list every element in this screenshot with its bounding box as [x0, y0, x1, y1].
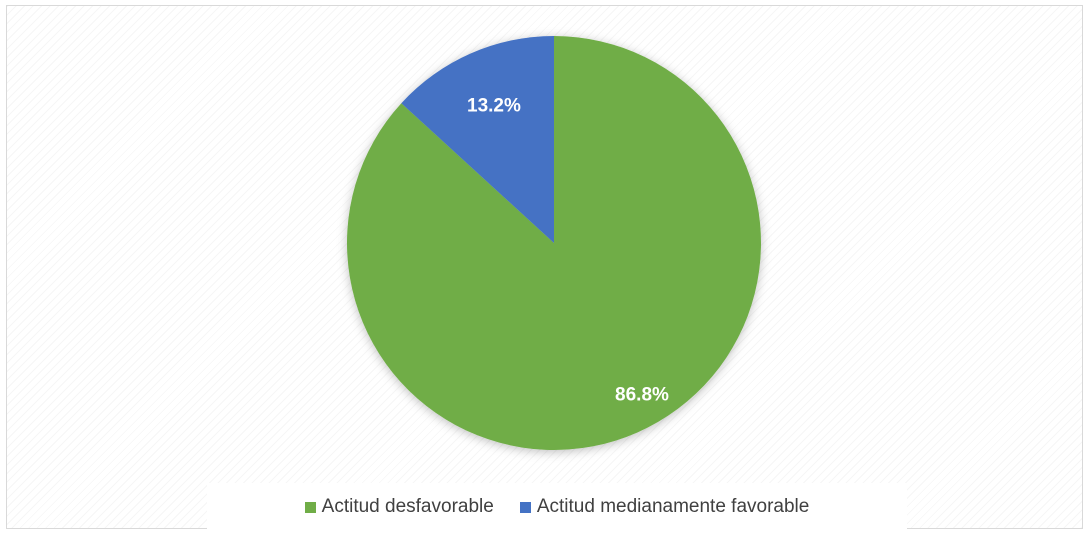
data-label-medianamente-favorable: 13.2%: [467, 96, 521, 117]
legend-item-medianamente-favorable: Actitud medianamente favorable: [519, 496, 810, 518]
legend-swatch-desfavorable: [304, 501, 316, 513]
pie-slice-medianamente-favorable: [401, 35, 554, 243]
legend-label-medianamente-favorable: Actitud medianamente favorable: [536, 496, 810, 517]
legend-item-desfavorable: Actitud desfavorable: [304, 496, 494, 518]
pie-chart: 86.8% 13.2%: [346, 35, 761, 450]
data-label-desfavorable: 86.8%: [615, 384, 669, 405]
legend-label-desfavorable: Actitud desfavorable: [321, 496, 494, 517]
legend: Actitud desfavorable Actitud medianament…: [207, 483, 907, 531]
chart-area: 86.8% 13.2% Actitud desfavorable Actitud …: [6, 5, 1083, 531]
legend-swatch-medianamente-favorable: [519, 501, 531, 513]
